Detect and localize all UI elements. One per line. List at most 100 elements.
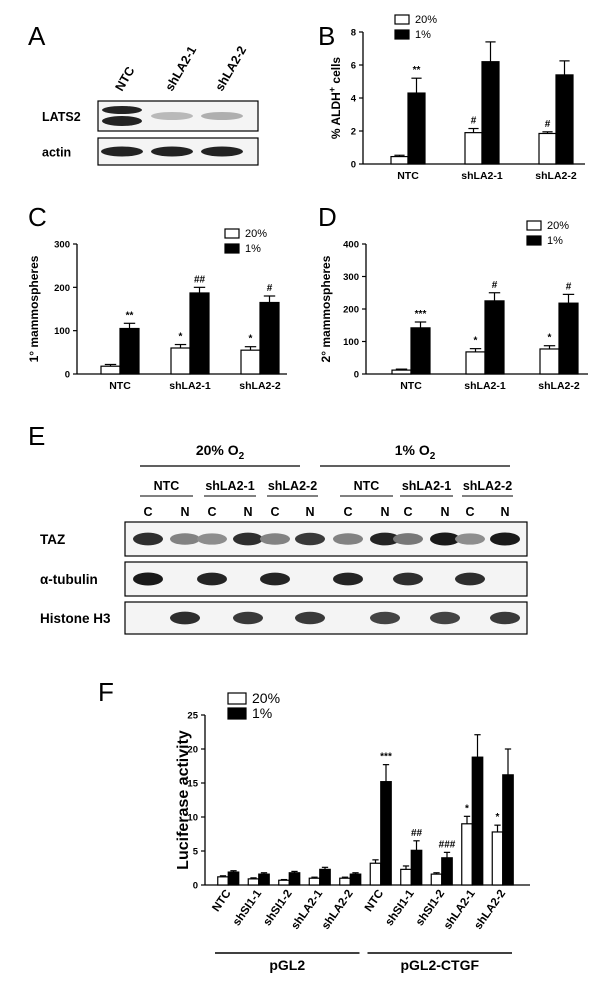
chart-d-bar — [558, 302, 579, 375]
panel-a-band — [102, 106, 142, 114]
chart-f-significance-mark: ## — [411, 828, 423, 839]
chart-c-significance-mark: # — [267, 283, 273, 294]
panel-e-condition-label: NTC — [354, 479, 380, 493]
chart-f-category-label: shLA2-2 — [472, 888, 508, 932]
panel-e-band — [260, 572, 290, 586]
chart-f-bar — [308, 877, 321, 886]
panel-a-band — [151, 146, 193, 157]
panel-e-band — [170, 611, 200, 625]
chart-f-significance-mark: * — [465, 803, 469, 814]
chart-f-bar — [227, 871, 240, 886]
chart-d-y-tick-label: 400 — [343, 240, 359, 251]
chart-c-y-title-main: 1° mammospheres — [27, 255, 41, 362]
chart-d-significance-mark: # — [566, 281, 572, 292]
chart-d-y-tick-label: 100 — [343, 337, 359, 348]
chart-c-bar — [100, 365, 121, 375]
chart-f-bar — [491, 831, 504, 886]
panel-e-condition-label: shLA2-2 — [463, 479, 512, 493]
panel-a-band — [201, 146, 243, 157]
panel-e-group-label-main: 1% O — [395, 442, 430, 458]
chart-f-legend-label: 20% — [252, 690, 280, 706]
chart-b-legend-swatch — [394, 14, 410, 25]
chart-c-category-label: shLA2-1 — [169, 380, 211, 392]
chart-f-significance-mark: ### — [439, 839, 456, 850]
chart-d-category-label: shLA2-1 — [464, 380, 506, 392]
chart-f-group-label: pGL2 — [269, 957, 305, 973]
chart-b-y-tick-label: 2 — [351, 127, 356, 138]
panel-e-band — [197, 533, 227, 545]
chart-d-significance-mark: # — [492, 280, 498, 291]
chart-f-y-title: Luciferase activity — [175, 730, 192, 870]
chart-f-bar — [471, 756, 484, 886]
chart-c-legend-swatch — [224, 228, 240, 239]
chart-f-legend-swatch — [227, 692, 247, 705]
panel-e-band — [295, 532, 325, 546]
panel-a-row-label: LATS2 — [42, 110, 81, 124]
chart-f-bar — [430, 873, 443, 886]
chart-f-y-tick-label: 0 — [193, 881, 198, 892]
panel-b-letter: B — [318, 21, 335, 51]
chart-f-bar — [410, 849, 423, 886]
panel-e-band — [197, 572, 227, 586]
chart-c: 0 100 200 300 1° mammospheres NTC shLA2-1 shLA2… — [27, 228, 287, 392]
chart-f-category-label: shSI1-2 — [261, 888, 294, 928]
chart-b-category-label: shLA2-2 — [535, 170, 577, 182]
chart-c-category-label: shLA2-2 — [239, 380, 281, 392]
panel-e-band — [393, 572, 423, 586]
chart-d-y-tick-label: 300 — [343, 272, 359, 283]
panel-e-band — [133, 572, 163, 586]
panel-e-band — [295, 611, 325, 625]
chart-b-category-label: shLA2-1 — [461, 170, 503, 182]
chart-b-y-title-main: % ALDH — [329, 92, 343, 139]
panel-e-fraction-label: C — [403, 505, 412, 519]
chart-d-bar — [465, 351, 486, 375]
panel-e-band — [170, 533, 200, 545]
panel-e-fraction-label: N — [500, 505, 509, 519]
chart-c-legend-label: 1% — [245, 243, 261, 255]
panel-e-band — [370, 611, 400, 625]
chart-d-y-title-main: 2° mammospheres — [319, 255, 333, 362]
chart-b-category-label: NTC — [397, 170, 419, 182]
chart-b-bar — [481, 61, 500, 165]
chart-f-bar — [400, 868, 412, 886]
chart-d-significance-mark: * — [548, 333, 552, 344]
chart-b-significance-mark: # — [471, 116, 477, 127]
panel-e-band — [333, 533, 363, 545]
chart-d-legend-label: 1% — [547, 235, 563, 247]
panel-e-band — [260, 533, 290, 545]
chart-c-legend-label: 20% — [245, 228, 267, 240]
chart-b: 0 2 4 6 8 % ALDH+ cells NTC shLA2-1 shLA2-2 ** # #2… — [327, 14, 585, 182]
chart-c-bar — [240, 349, 261, 375]
chart-d-significance-mark: *** — [415, 309, 427, 320]
chart-b-y-tick-label: 6 — [351, 61, 356, 72]
panel-a: A NTC shLA2-1 shLA2-2 LATS2 actin — [28, 21, 259, 166]
panel-e-row-label: Histone H3 — [40, 611, 111, 626]
panel-e-fraction-label: C — [343, 505, 352, 519]
chart-c-y-title: 1° mammospheres — [27, 255, 41, 362]
chart-b-legend-label: 1% — [415, 29, 431, 41]
chart-c-significance-mark: * — [179, 332, 183, 343]
panel-e-band — [393, 533, 423, 545]
chart-b-significance-mark: # — [545, 119, 551, 130]
panel-a-band — [101, 146, 143, 157]
panel-e-condition-label: NTC — [154, 479, 180, 493]
chart-f-category-label: NTC — [363, 888, 386, 914]
chart-b-legend-label: 20% — [415, 14, 437, 26]
chart-f-legend-label: 1% — [252, 705, 272, 721]
chart-d-legend-swatch — [526, 220, 542, 231]
panel-e-group-label-main: 20% O — [196, 442, 239, 458]
chart-f-bar — [339, 877, 351, 886]
chart-c-y-tick-label: 100 — [54, 326, 70, 337]
chart-c-y-tick-label: 300 — [54, 240, 70, 251]
chart-f-y-tick-label: 25 — [187, 711, 198, 722]
chart-c-bar — [170, 347, 191, 375]
chart-f-legend-swatch — [227, 707, 247, 720]
chart-f-y-title-main: Luciferase activity — [175, 730, 192, 870]
chart-b-y-title: % ALDH+ cells — [327, 57, 343, 140]
panel-e-band — [455, 533, 485, 545]
chart-c-bar — [189, 292, 210, 375]
